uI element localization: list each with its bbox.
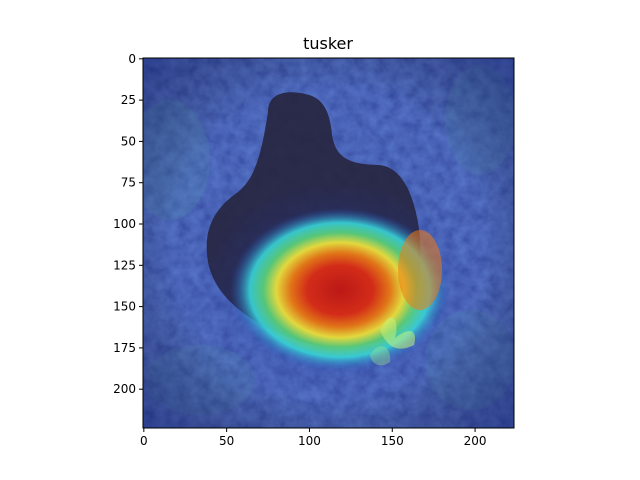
y-tick-label: 50 <box>121 134 136 148</box>
x-tick-label: 50 <box>219 434 234 448</box>
x-ticks: 0 50 100 150 200 <box>140 428 487 448</box>
heatmap-image <box>143 58 514 428</box>
y-tick-label: 200 <box>113 382 136 396</box>
y-tick-label: 0 <box>128 52 136 66</box>
x-tick-label: 100 <box>298 434 321 448</box>
y-ticks: 0 25 50 75 100 125 150 175 200 <box>113 52 143 396</box>
axes-frame <box>142 57 515 429</box>
y-tick-label: 100 <box>113 217 136 231</box>
y-tick-label: 25 <box>121 93 136 107</box>
vignette <box>143 58 514 428</box>
x-tick-label: 0 <box>140 434 148 448</box>
x-tick-label: 150 <box>381 434 404 448</box>
y-tick-label: 75 <box>121 176 136 190</box>
x-tick-label: 200 <box>464 434 487 448</box>
y-tick-label: 175 <box>113 341 136 355</box>
y-tick-label: 150 <box>113 300 136 314</box>
figure-title: tusker <box>303 34 353 53</box>
y-tick-label: 125 <box>113 258 136 272</box>
